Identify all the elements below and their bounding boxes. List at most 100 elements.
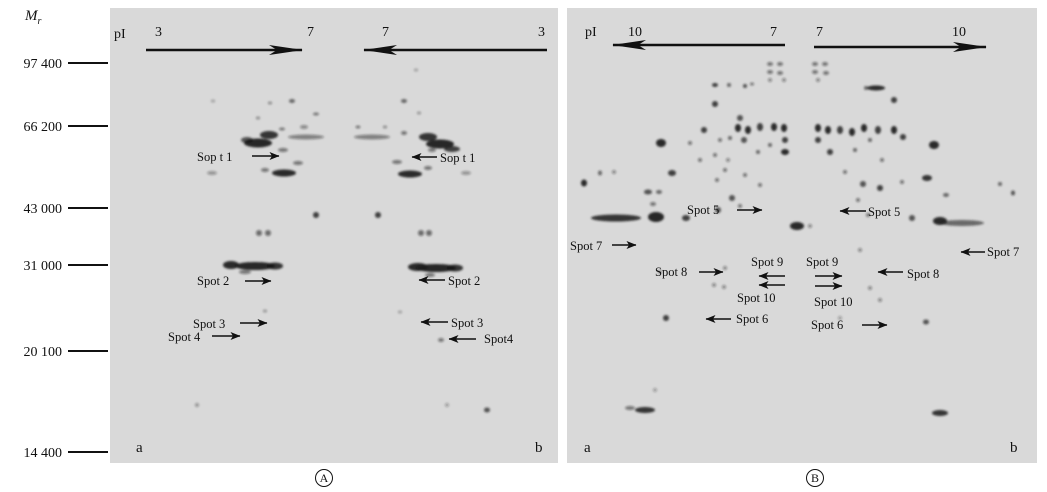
protein-spot (256, 116, 260, 120)
pi-value: 10 (628, 25, 642, 40)
protein-spot (737, 115, 743, 121)
pi-value: 7 (770, 25, 777, 40)
protein-spot (723, 266, 727, 270)
protein-spot (484, 407, 490, 413)
spot-label: Spot 9 (751, 255, 783, 269)
protein-spot (781, 149, 789, 155)
protein-spot (853, 148, 857, 152)
protein-spot (354, 134, 390, 140)
protein-spot (447, 264, 463, 272)
protein-spot (355, 125, 361, 129)
protein-spot (735, 124, 741, 132)
spot-label: Spot 6 (736, 312, 768, 326)
protein-spot (880, 158, 884, 162)
protein-spot (782, 137, 788, 143)
protein-spot (745, 126, 751, 134)
protein-spot (653, 388, 657, 392)
protein-spot (823, 71, 829, 75)
protein-spot (728, 136, 732, 140)
protein-spot (272, 169, 296, 177)
pi-value: 3 (155, 25, 162, 40)
gel-a-spots (195, 99, 324, 407)
protein-spot (260, 131, 278, 139)
protein-spot (738, 204, 742, 208)
protein-spot (815, 124, 821, 132)
protein-spot (718, 138, 722, 142)
protein-spot (750, 82, 754, 86)
spot-label: Spot 9 (806, 255, 838, 269)
protein-spot (207, 171, 217, 175)
protein-spot (877, 185, 883, 191)
protein-spot (293, 161, 303, 165)
gel-image-background (110, 8, 558, 463)
protein-spot (401, 131, 407, 135)
protein-spot (922, 175, 932, 181)
protein-spot (375, 212, 381, 218)
protein-spot (756, 150, 760, 154)
protein-spot (758, 183, 762, 187)
protein-spot (715, 178, 719, 182)
protein-spot (268, 101, 272, 105)
protein-spot (256, 230, 262, 236)
protein-spot (418, 230, 424, 236)
protein-spot (1011, 190, 1015, 196)
protein-spot (891, 126, 897, 134)
protein-spot (860, 181, 866, 187)
spot-label: Spot 8 (655, 265, 687, 279)
protein-spot (419, 133, 437, 141)
protein-spot (644, 189, 652, 195)
protein-spot (878, 298, 882, 302)
spot-label: Spot 4 (168, 330, 201, 344)
spot-label: Spot 2 (448, 274, 480, 288)
spot-label: Spot 5 (868, 205, 900, 219)
protein-spot (777, 71, 783, 75)
gel-corner-label: b (535, 440, 543, 456)
protein-spot (682, 215, 690, 221)
protein-spot (461, 171, 471, 175)
protein-spot (263, 309, 267, 313)
protein-spot (712, 83, 718, 87)
tick-label: 20 100 (24, 345, 63, 360)
protein-spot (827, 149, 833, 155)
protein-spot (838, 316, 842, 320)
protein-spot (698, 158, 702, 162)
protein-spot (723, 168, 727, 172)
molecular-weight-axis: Mr 97 400 66 200 43 000 31 000 20 100 14… (24, 8, 108, 461)
gel-corner-label: a (136, 440, 143, 456)
protein-spot (288, 134, 324, 140)
pi-value: 10 (952, 25, 966, 40)
protein-spot (767, 70, 773, 74)
protein-spot (313, 212, 319, 218)
protein-spot (782, 78, 786, 82)
protein-spot (663, 315, 669, 321)
tick-label: 14 400 (24, 446, 63, 461)
protein-spot (715, 207, 721, 213)
protein-spot (612, 170, 616, 174)
protein-spot (438, 338, 444, 342)
protein-spot (417, 111, 421, 115)
protein-spot (701, 127, 707, 133)
caption-circle (806, 469, 824, 487)
gel-a-spots (581, 62, 804, 413)
protein-spot (868, 286, 872, 290)
protein-spot (392, 160, 402, 164)
protein-spot (790, 222, 804, 230)
protein-spot (401, 99, 407, 103)
protein-spot (688, 141, 692, 145)
protein-spot (261, 168, 269, 172)
spot-label: Spot 10 (737, 291, 776, 305)
protein-spot (445, 403, 449, 407)
spot-label: Spot 5 (687, 203, 719, 217)
spot-label: Spot4 (484, 332, 514, 346)
protein-spot (856, 198, 860, 202)
pi-value: 7 (307, 25, 314, 40)
protein-spot (998, 182, 1002, 186)
protein-spot (727, 83, 731, 87)
protein-spot (444, 146, 460, 152)
pi-value: 7 (816, 25, 823, 40)
protein-spot (812, 70, 818, 74)
protein-spot (398, 170, 422, 178)
pi-axis-label: pI (585, 25, 597, 40)
pi-axis-label: pI (114, 27, 126, 42)
protein-spot (771, 123, 777, 131)
